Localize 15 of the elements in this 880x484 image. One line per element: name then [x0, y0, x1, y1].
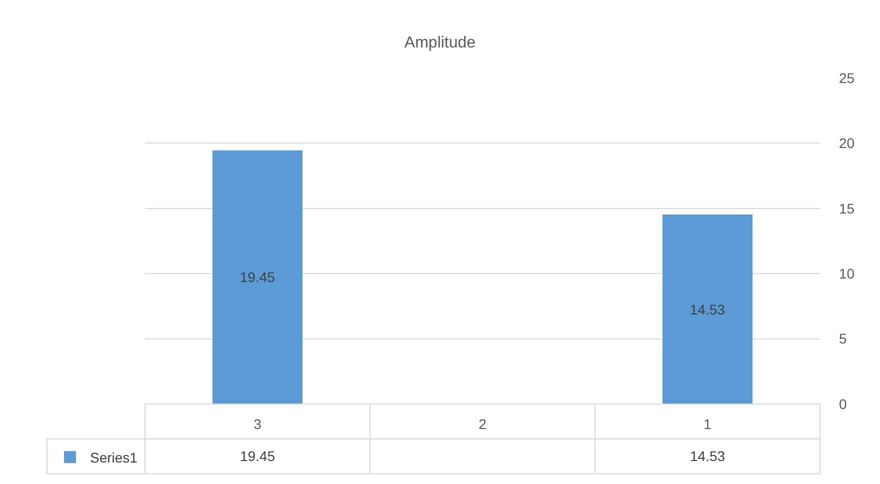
y-tick-label: 10	[839, 266, 855, 282]
x-tick-label: 1	[704, 416, 712, 432]
data-label: 19.45	[240, 269, 276, 286]
y-tick-label: 0	[839, 396, 847, 412]
y-tick-label: 5	[839, 330, 847, 347]
y-tick-label: 20	[839, 135, 855, 152]
data-label: 14.53	[690, 301, 726, 318]
y-tick-label: 15	[839, 200, 855, 216]
y-tick-label: 25	[839, 70, 855, 86]
chart-title: Amplitude	[404, 34, 476, 52]
text: 19.45	[240, 448, 276, 464]
x-tick-label: 2	[478, 416, 487, 432]
x-tick-label: 3	[254, 416, 262, 432]
text: 14.53	[690, 448, 726, 464]
legend-label: Series1	[90, 450, 138, 466]
